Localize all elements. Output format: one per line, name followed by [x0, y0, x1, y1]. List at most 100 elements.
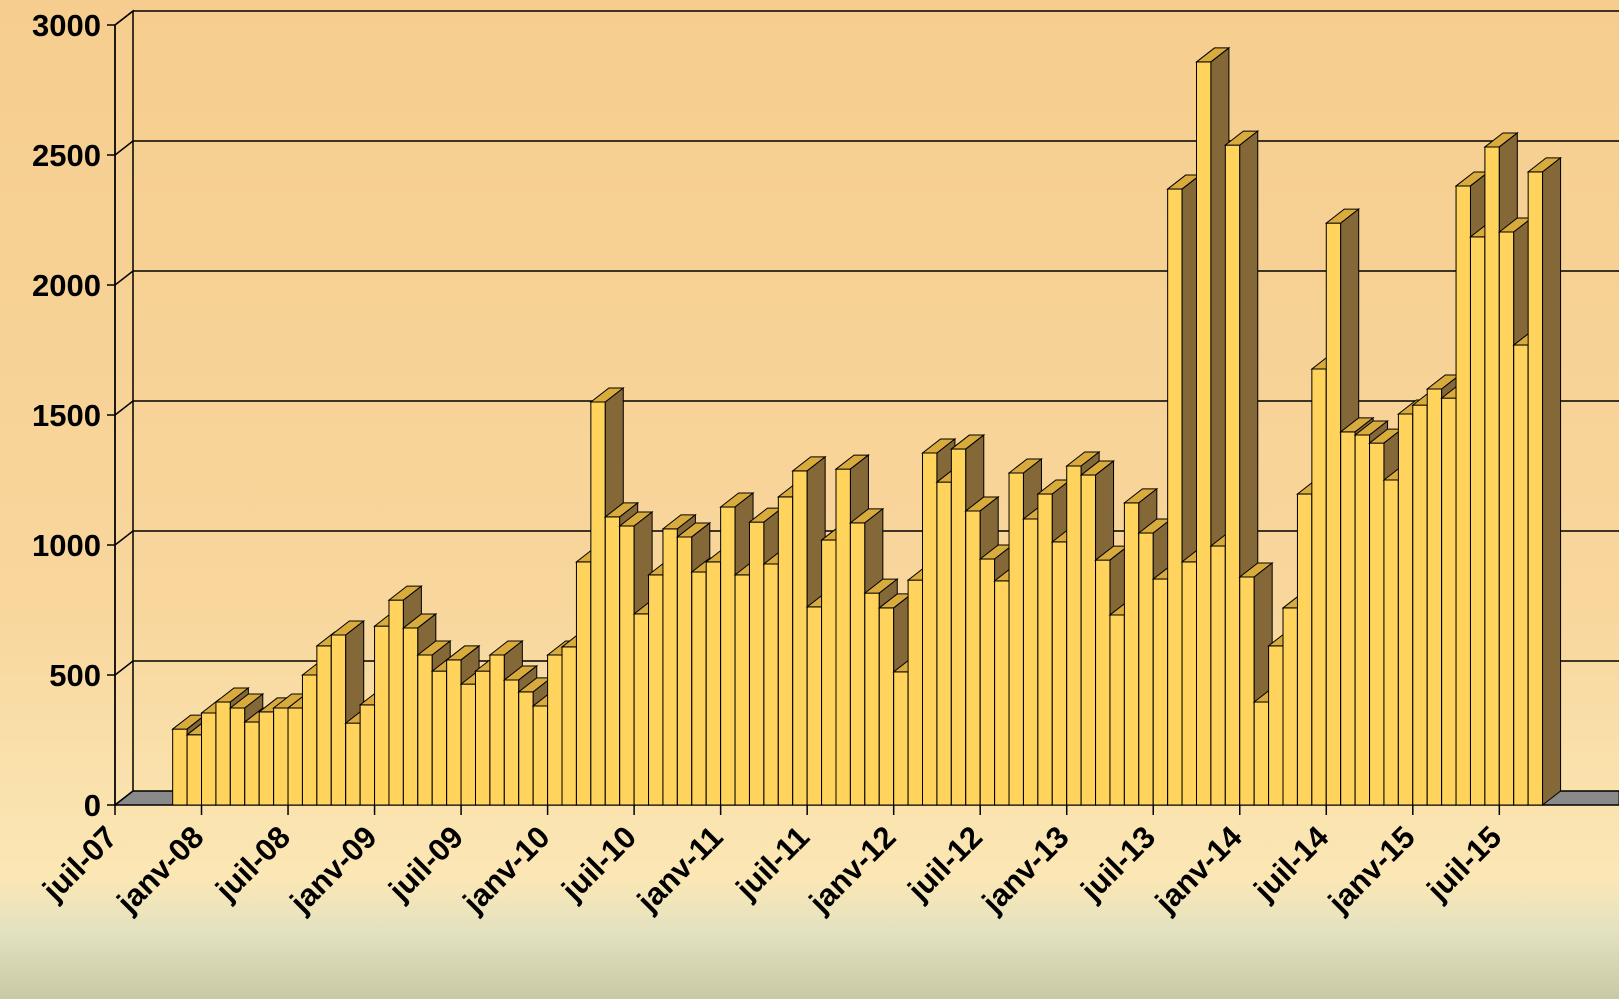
- bar: [923, 453, 937, 805]
- bar: [1182, 562, 1196, 805]
- bar: [1283, 608, 1297, 805]
- y-tick-label: 2000: [32, 268, 101, 303]
- bar: [793, 471, 807, 805]
- bar: [677, 537, 691, 805]
- bar: [778, 497, 792, 805]
- bar: [576, 562, 590, 805]
- x-tick-label: janv-09: [283, 819, 384, 920]
- bar: [966, 511, 980, 805]
- bar: [1499, 232, 1513, 805]
- y-tick-label: 0: [84, 788, 101, 823]
- bar: [995, 581, 1009, 805]
- bar: [1139, 533, 1153, 805]
- bar: [274, 708, 288, 805]
- bar: [1398, 414, 1412, 805]
- bar-side: [1543, 158, 1561, 805]
- bar: [1023, 519, 1037, 805]
- bar: [1225, 145, 1239, 805]
- x-tick-label: janv-08: [109, 819, 210, 920]
- x-tick-label: janv-15: [1321, 819, 1422, 920]
- x-tick-label: janv-12: [802, 819, 903, 920]
- grid-line: [115, 401, 133, 415]
- x-tick-label: juil-10: [554, 819, 643, 908]
- grid-line: [115, 531, 133, 545]
- y-tick-label: 500: [49, 658, 101, 693]
- y-tick-label: 1000: [32, 528, 101, 563]
- x-tick-label: janv-10: [456, 819, 557, 920]
- bar: [908, 580, 922, 805]
- bar: [1297, 494, 1311, 805]
- bar: [1009, 473, 1023, 805]
- bar: [519, 692, 533, 805]
- x-tick-label: janv-13: [975, 819, 1076, 920]
- bar: [375, 626, 389, 805]
- bar: [1514, 345, 1528, 805]
- bar: [1427, 389, 1441, 805]
- bar: [1269, 646, 1283, 805]
- bar: [620, 526, 634, 805]
- bar: [1326, 223, 1340, 805]
- bar: [1038, 494, 1052, 805]
- bar: [230, 708, 244, 805]
- bar: [807, 607, 821, 805]
- bar: [403, 628, 417, 805]
- bar: [1456, 186, 1470, 805]
- bar: [173, 729, 187, 805]
- bar: [721, 507, 735, 805]
- bar: [202, 713, 216, 805]
- bar: [1254, 702, 1268, 805]
- bar: [1096, 560, 1110, 805]
- bar: [951, 449, 965, 805]
- bar: [1153, 579, 1167, 805]
- bar: [389, 600, 403, 805]
- bar: [879, 608, 893, 805]
- bar: [216, 702, 230, 805]
- bar: [504, 680, 518, 805]
- bar: [259, 712, 273, 805]
- bar: [937, 482, 951, 805]
- bar: [1413, 405, 1427, 805]
- x-tick-label: janv-14: [1148, 819, 1250, 921]
- bar: [346, 723, 360, 805]
- bar: [1067, 466, 1081, 805]
- bar: [418, 655, 432, 805]
- bar: [548, 655, 562, 805]
- bar: [1240, 577, 1254, 805]
- bar: [432, 671, 446, 805]
- bar: [634, 614, 648, 805]
- bar: [1384, 480, 1398, 805]
- grid-line: [115, 271, 133, 285]
- bar: [1081, 475, 1095, 805]
- bar: [331, 635, 345, 805]
- bar: [562, 647, 576, 805]
- grid-line: [115, 141, 133, 155]
- bar: [605, 517, 619, 805]
- bar: [1052, 542, 1066, 805]
- bar: [735, 575, 749, 805]
- y-tick-label: 1500: [32, 398, 101, 433]
- bar: [1110, 615, 1124, 805]
- y-tick-label: 3000: [32, 8, 101, 43]
- bar: [476, 671, 490, 805]
- bar: [1197, 62, 1211, 805]
- bar: [245, 722, 259, 805]
- bar: [533, 706, 547, 805]
- bar: [1341, 432, 1355, 805]
- bar: [764, 564, 778, 805]
- bar: [1168, 189, 1182, 805]
- bar: [836, 469, 850, 805]
- chart: 050010001500200025003000juil-07janv-08ju…: [0, 0, 1619, 999]
- bar: [288, 708, 302, 805]
- x-tick-label: juil-15: [1419, 819, 1508, 908]
- bar: [360, 705, 374, 805]
- y-tick-label: 2500: [32, 138, 101, 173]
- bar: [1442, 398, 1456, 805]
- bar: [1370, 443, 1384, 805]
- bar: [591, 402, 605, 805]
- bar: [187, 735, 201, 805]
- grid-line: [115, 11, 133, 25]
- bar: [302, 675, 316, 805]
- bar: [1355, 435, 1369, 805]
- bar: [706, 562, 720, 805]
- bar: [447, 660, 461, 805]
